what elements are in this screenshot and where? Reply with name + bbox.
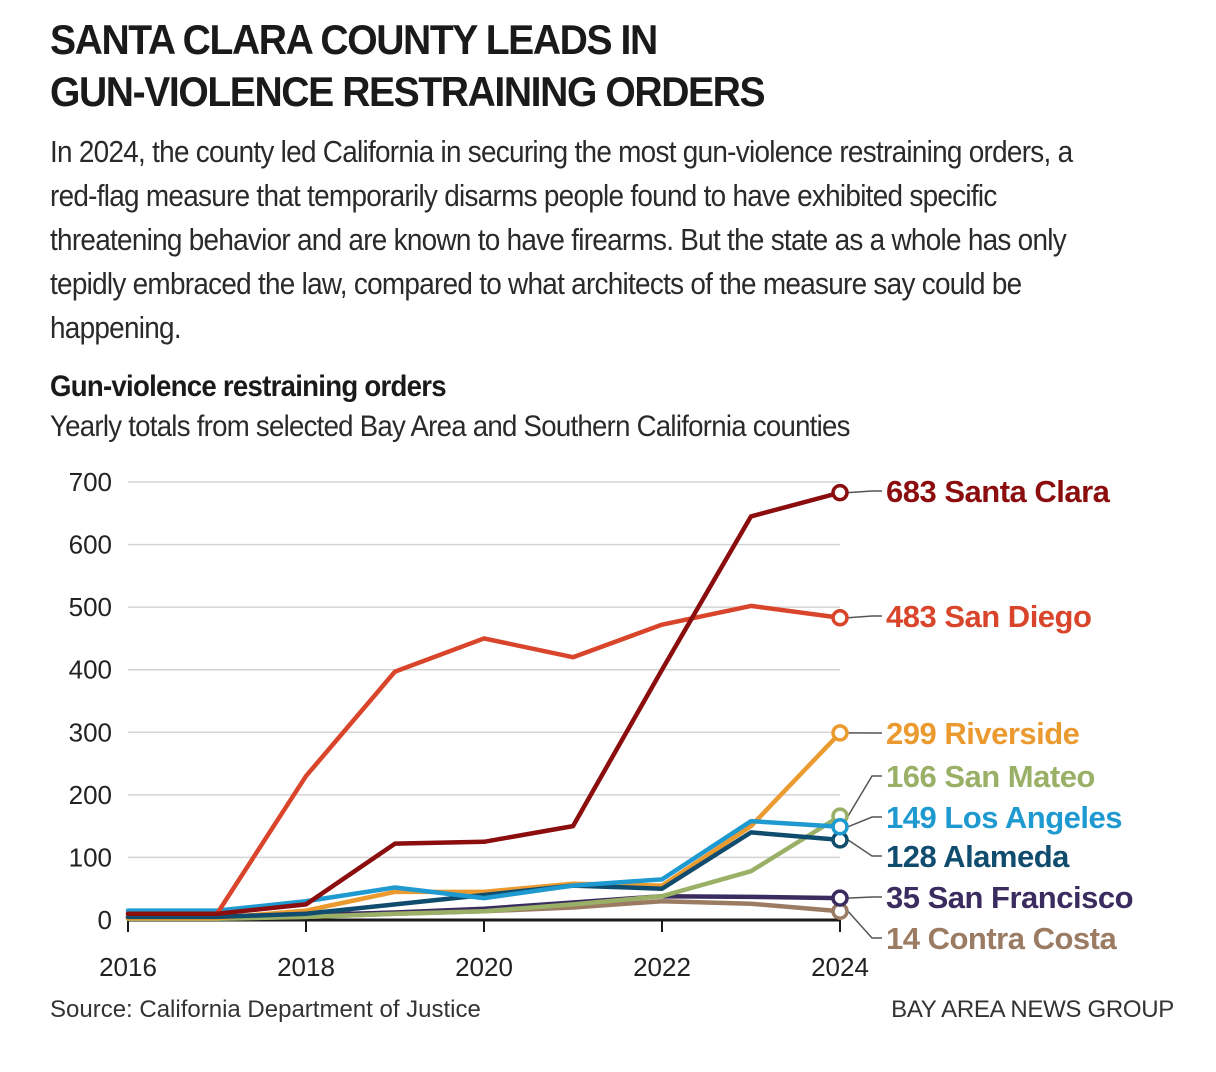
endpoint-marker-los-angeles [831, 818, 849, 836]
chart-subtitle: Yearly totals from selected Bay Area and… [50, 410, 850, 443]
x-tick-label-2018: 2018 [277, 952, 335, 982]
endpoint-marker-riverside [831, 724, 849, 742]
series-label-san-diego: 483 San Diego [886, 599, 1091, 634]
y-tick-label-500: 500 [69, 592, 112, 622]
y-tick-label-100: 100 [69, 842, 112, 872]
chart-title: Gun-violence restraining orders [50, 370, 447, 403]
leader-line-santa-clara [847, 490, 882, 494]
leader-line-alameda [847, 839, 882, 857]
axis-layer: 0 100 200 300 400 500 600 700 2016 2018 2020 2022 20… [69, 467, 869, 982]
y-tick-label-400: 400 [69, 655, 112, 685]
series-labels: 14 Contra Costa 35 San Francisco 166 San M… [831, 474, 1134, 956]
x-tick-label-2020: 2020 [455, 952, 513, 982]
leader-line-los-angeles [847, 816, 882, 828]
headline-line-1: SANTA CLARA COUNTY LEADS IN [50, 16, 658, 63]
endpoint-marker-santa-clara [831, 483, 849, 502]
grid-layer [128, 481, 840, 859]
x-tick-label-2024: 2024 [811, 952, 869, 982]
series-label-riverside: 299 Riverside [886, 716, 1080, 751]
dek-text: In 2024, the county led California in se… [50, 134, 1073, 345]
series-label-alameda: 128 Alameda [886, 839, 1070, 874]
y-tick-label-0: 0 [98, 905, 112, 935]
series-lines [125, 490, 843, 921]
series-line-los-angeles [125, 818, 843, 913]
leader-line-contra-costa [847, 910, 882, 939]
x-tick-label-2016: 2016 [99, 952, 157, 982]
x-tick-label-2022: 2022 [633, 952, 691, 982]
y-tick-label-700: 700 [69, 467, 112, 497]
endpoint-marker-san-diego [831, 609, 849, 627]
y-tick-label-200: 200 [69, 780, 112, 810]
line-chart: 0 100 200 300 400 500 600 700 2016 2018 2020 2022 20… [69, 467, 1134, 982]
series-label-contra-costa: 14 Contra Costa [886, 921, 1117, 956]
y-tick-label-300: 300 [69, 717, 112, 747]
endpoint-marker-san-francisco [831, 889, 849, 907]
headline: SANTA CLARA COUNTY LEADS IN GUN-VIOLENCE… [50, 14, 1101, 118]
leader-line-san-francisco [847, 896, 882, 899]
credit-line: BAY AREA NEWS GROUP [891, 996, 1174, 1023]
series-label-san-francisco: 35 San Francisco [886, 880, 1133, 915]
leader-line-san-diego [847, 615, 882, 619]
series-line-alameda [125, 830, 843, 920]
series-line-san-diego [125, 603, 843, 916]
series-label-santa-clara: 683 Santa Clara [886, 474, 1111, 509]
source-note: Source: California Department of Justice [50, 996, 481, 1023]
leader-line-san-mateo [847, 775, 882, 817]
y-tick-label-600: 600 [69, 530, 112, 560]
series-label-san-mateo: 166 San Mateo [886, 759, 1095, 794]
series-label-los-angeles: 149 Los Angeles [886, 800, 1122, 835]
series-line-santa-clara [125, 490, 843, 916]
headline-line-2: GUN-VIOLENCE RESTRAINING ORDERS [50, 68, 766, 115]
series-line-san-mateo [125, 813, 843, 921]
